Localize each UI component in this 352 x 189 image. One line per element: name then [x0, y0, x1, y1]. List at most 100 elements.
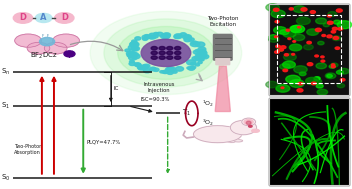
- Circle shape: [174, 34, 183, 39]
- Circle shape: [315, 55, 319, 57]
- Circle shape: [327, 15, 331, 17]
- Circle shape: [118, 26, 214, 79]
- Circle shape: [323, 23, 329, 27]
- Circle shape: [242, 118, 256, 126]
- Circle shape: [275, 21, 279, 23]
- Bar: [269, 4, 348, 94]
- Circle shape: [13, 13, 33, 23]
- Circle shape: [175, 56, 181, 59]
- Circle shape: [289, 8, 293, 10]
- Circle shape: [337, 21, 352, 29]
- Circle shape: [191, 62, 195, 65]
- Circle shape: [104, 19, 228, 87]
- Circle shape: [187, 67, 191, 69]
- Circle shape: [141, 39, 191, 67]
- Text: Intravenous
Injection: Intravenous Injection: [143, 82, 175, 93]
- Circle shape: [331, 63, 338, 67]
- Circle shape: [244, 119, 253, 124]
- Text: D: D: [19, 13, 26, 22]
- Circle shape: [327, 35, 332, 38]
- Circle shape: [174, 35, 180, 39]
- Circle shape: [249, 125, 252, 127]
- Circle shape: [283, 69, 288, 72]
- Text: A: A: [40, 13, 47, 22]
- Circle shape: [163, 34, 170, 38]
- Text: IC: IC: [114, 86, 119, 91]
- Circle shape: [128, 56, 137, 60]
- Circle shape: [173, 71, 177, 73]
- Circle shape: [315, 28, 321, 32]
- Text: $^3$O$_2$: $^3$O$_2$: [202, 118, 214, 128]
- Circle shape: [197, 49, 206, 54]
- Text: S$_0$: S$_0$: [0, 173, 10, 183]
- Circle shape: [198, 61, 202, 64]
- Circle shape: [288, 38, 291, 40]
- Circle shape: [269, 36, 279, 42]
- Circle shape: [293, 34, 305, 41]
- Circle shape: [143, 69, 151, 73]
- Circle shape: [161, 34, 170, 39]
- Circle shape: [126, 51, 136, 56]
- Circle shape: [132, 43, 138, 46]
- Circle shape: [291, 53, 295, 55]
- Circle shape: [188, 38, 194, 41]
- Circle shape: [197, 53, 207, 58]
- Circle shape: [331, 66, 335, 68]
- Circle shape: [281, 46, 286, 49]
- Circle shape: [279, 49, 283, 51]
- Circle shape: [333, 36, 339, 40]
- Circle shape: [283, 61, 295, 68]
- Circle shape: [134, 63, 141, 66]
- Circle shape: [149, 33, 156, 37]
- Circle shape: [135, 63, 141, 67]
- Circle shape: [159, 51, 165, 55]
- Circle shape: [154, 33, 158, 35]
- Circle shape: [130, 60, 134, 63]
- Circle shape: [131, 54, 140, 59]
- Circle shape: [149, 35, 156, 39]
- Circle shape: [284, 54, 289, 56]
- Circle shape: [279, 64, 290, 69]
- Circle shape: [153, 68, 159, 71]
- Circle shape: [329, 65, 335, 68]
- FancyBboxPatch shape: [216, 58, 230, 65]
- Circle shape: [333, 20, 341, 24]
- Text: D: D: [61, 13, 68, 22]
- Circle shape: [162, 70, 168, 74]
- Circle shape: [290, 80, 304, 88]
- Circle shape: [283, 30, 296, 37]
- Circle shape: [192, 57, 199, 61]
- Circle shape: [286, 29, 290, 31]
- Bar: [277, 15, 341, 83]
- Circle shape: [195, 64, 200, 66]
- Circle shape: [327, 21, 333, 24]
- Circle shape: [279, 30, 289, 35]
- Circle shape: [166, 67, 176, 72]
- Circle shape: [281, 87, 284, 89]
- Circle shape: [316, 84, 323, 88]
- Circle shape: [131, 42, 138, 46]
- Circle shape: [167, 71, 173, 74]
- Circle shape: [321, 60, 325, 62]
- Circle shape: [180, 33, 187, 36]
- Circle shape: [159, 46, 165, 50]
- Circle shape: [275, 36, 278, 38]
- Circle shape: [290, 25, 304, 33]
- Circle shape: [195, 55, 204, 60]
- Circle shape: [148, 36, 154, 39]
- Circle shape: [191, 41, 197, 44]
- Circle shape: [135, 37, 141, 40]
- Circle shape: [304, 44, 313, 50]
- Circle shape: [317, 89, 328, 95]
- Circle shape: [160, 71, 164, 73]
- Circle shape: [175, 51, 181, 55]
- Text: S$_1$: S$_1$: [1, 101, 10, 111]
- Circle shape: [175, 46, 181, 50]
- Circle shape: [150, 67, 156, 71]
- Circle shape: [196, 54, 200, 56]
- Circle shape: [332, 64, 335, 66]
- Ellipse shape: [234, 140, 243, 142]
- Circle shape: [190, 41, 200, 47]
- Circle shape: [313, 79, 322, 84]
- Circle shape: [151, 51, 157, 55]
